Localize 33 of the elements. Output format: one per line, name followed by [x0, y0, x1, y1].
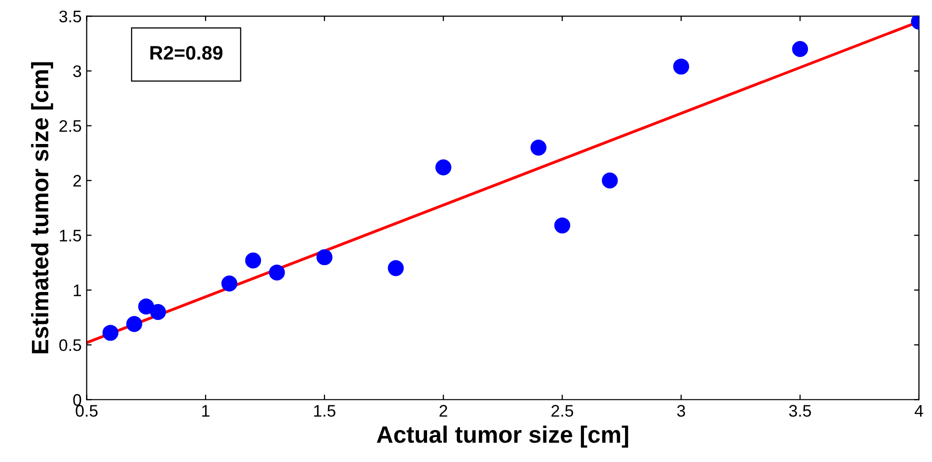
x-tick-label: 2 — [440, 404, 448, 417]
point — [316, 249, 332, 266]
point — [245, 252, 262, 268]
x-tick-label: 2.5 — [552, 404, 574, 417]
point — [268, 264, 285, 281]
y-tick-label: 0.5 — [59, 339, 82, 352]
point — [138, 298, 154, 314]
y-tick-label: 1 — [74, 284, 81, 296]
point — [792, 41, 808, 58]
y-tick-label: 3.5 — [59, 10, 82, 22]
point — [102, 324, 118, 341]
annotation: R2=0.89 — [150, 46, 222, 60]
point — [126, 316, 142, 332]
x-tick-label: 3.5 — [789, 404, 811, 417]
y-tick-label: 1.5 — [60, 230, 82, 242]
point — [150, 304, 166, 320]
x-axis-title: Actual tumor size [cm] — [376, 426, 628, 448]
point — [435, 159, 452, 176]
point — [602, 172, 618, 188]
x-tick-label: 3 — [677, 404, 686, 417]
y-tick-label: 3 — [73, 65, 82, 78]
y-tick-label: 2.5 — [59, 120, 82, 132]
x-tick-label: 1.5 — [314, 405, 336, 417]
y-tick-label: 0 — [73, 394, 82, 406]
y-axis-title: Estimated tumor size [cm] — [31, 62, 54, 354]
y-tick-label: 2 — [73, 174, 81, 187]
point — [554, 217, 570, 234]
x-tick-label: 1 — [202, 405, 210, 417]
x-tick-label: 4 — [914, 405, 924, 417]
point — [673, 58, 690, 75]
point — [221, 276, 238, 292]
point — [530, 140, 546, 156]
point — [388, 260, 404, 276]
